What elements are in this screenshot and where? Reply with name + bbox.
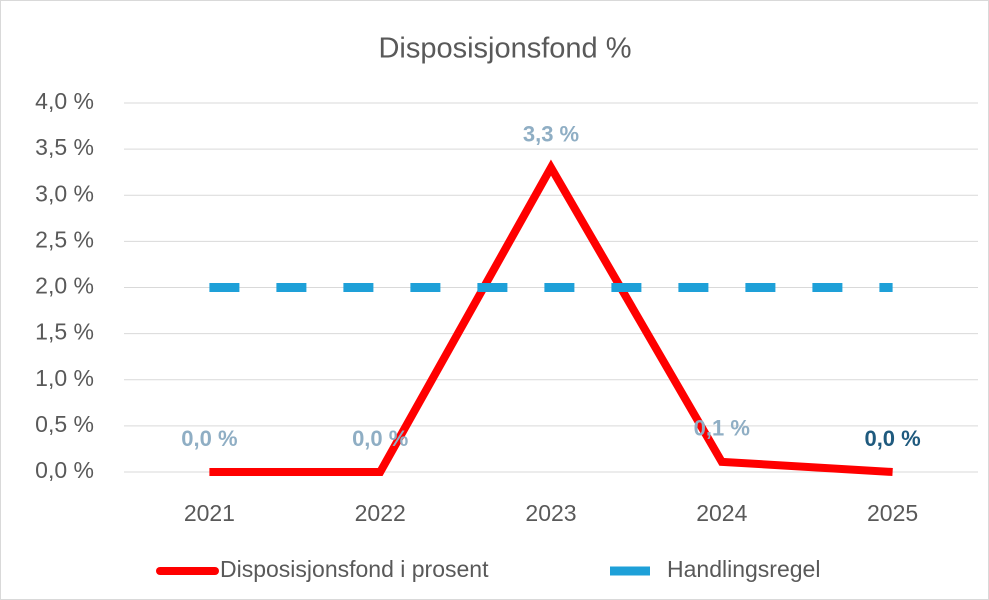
data-label: 0,1 % [694,416,750,441]
y-tick-label: 2,5 % [35,226,94,252]
data-label: 0,0 % [864,426,920,451]
y-tick-label: 4,0 % [35,88,94,114]
y-tick-label: 3,5 % [35,134,94,160]
x-tick-label: 2022 [355,500,406,526]
x-tick-label: 2021 [184,500,235,526]
x-tick-label: 2024 [696,500,747,526]
y-tick-label: 1,5 % [35,319,94,345]
y-tick-label: 1,0 % [35,365,94,391]
data-label: 3,3 % [523,121,579,146]
series-line [209,159,893,476]
legend-label: Disposisjonsfond i prosent [220,556,489,582]
data-label: 0,0 % [181,426,237,451]
y-tick-label: 0,0 % [35,457,94,483]
chart-title: Disposisjonsfond % [378,33,631,65]
y-tick-label: 3,0 % [35,180,94,206]
y-tick-label: 0,5 % [35,411,94,437]
y-tick-label: 2,0 % [35,273,94,299]
x-tick-label: 2023 [525,500,576,526]
x-tick-label: 2025 [867,500,918,526]
data-label: 0,0 % [352,426,408,451]
legend-label: Handlingsregel [667,556,820,582]
